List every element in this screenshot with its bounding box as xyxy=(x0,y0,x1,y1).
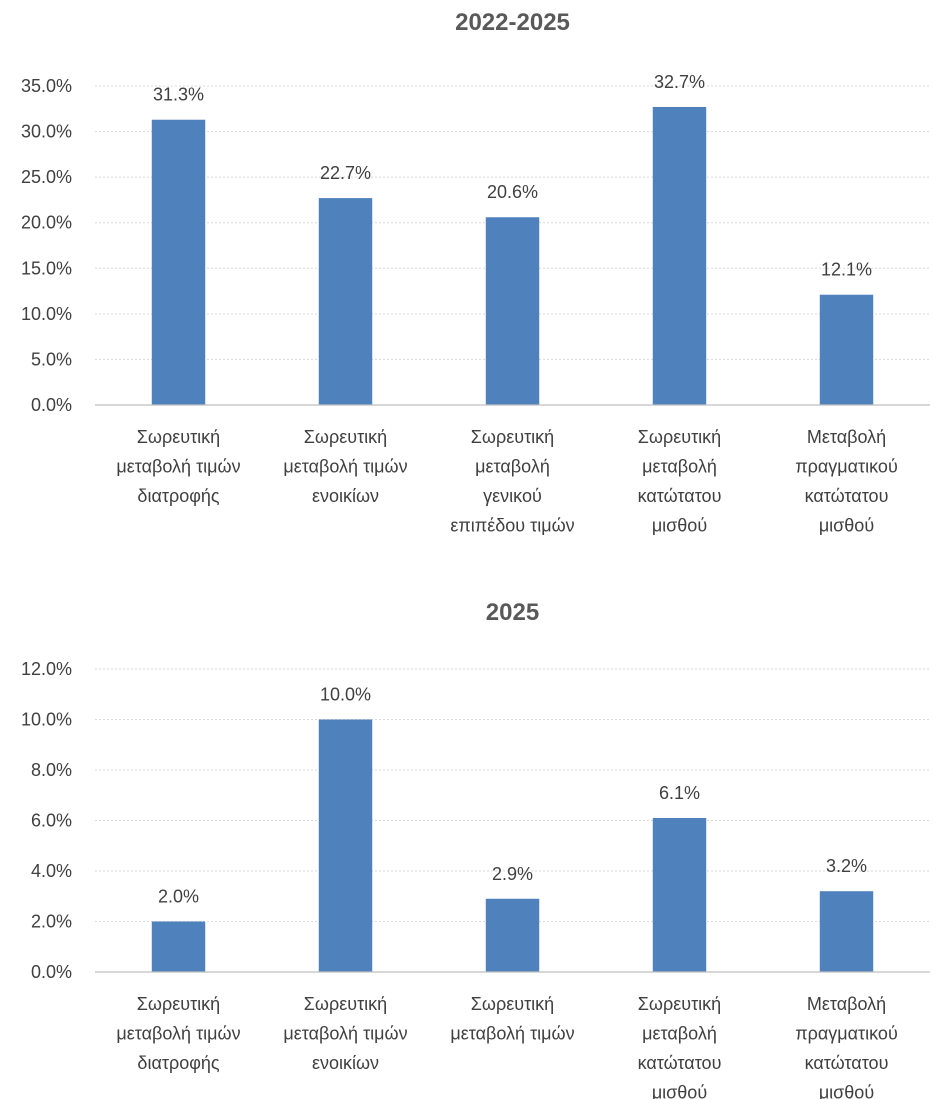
y-tick-label: 30.0% xyxy=(21,122,72,142)
category-label: Σωρευτική μεταβολή τιμών ενοικίων xyxy=(283,427,407,506)
category-label: Σωρευτική μεταβολή γενικού επιπέδου τιμών xyxy=(450,427,574,536)
category-label: Σωρευτική μεταβολή τιμών διατροφής xyxy=(116,994,240,1073)
category-label: Μεταβολή πραγματικού κατώτατου μισθού xyxy=(795,427,898,536)
data-label: 20.6% xyxy=(487,182,538,202)
y-tick-label: 10.0% xyxy=(21,710,72,730)
chart-2025-svg: 2025 0.0% 2.0% 4.0% 6.0% 8.0% 10.0% 12.0% 2.0% Σω… xyxy=(21,599,930,1099)
y-tick-label: 0.0% xyxy=(31,962,72,982)
data-label: 12.1% xyxy=(821,260,872,280)
category-label: Σωρευτική μεταβολή κατώτατου μισθού xyxy=(638,427,722,536)
category-label: Μεταβολή πραγματικού κατώτατου μισθού xyxy=(795,994,898,1099)
data-label: 6.1% xyxy=(659,783,700,803)
category-label: Σωρευτική μεταβολή τιμών διατροφής xyxy=(116,427,240,506)
y-tick-label: 4.0% xyxy=(31,861,72,881)
data-label: 2.9% xyxy=(492,864,533,884)
bar xyxy=(151,119,206,406)
bar xyxy=(652,106,707,405)
category-label: Σωρευτική μεταβολή κατώτατου μισθού xyxy=(638,994,722,1099)
data-label: 2.0% xyxy=(158,887,199,907)
y-tick-label: 12.0% xyxy=(21,659,72,679)
chart-title: 2022-2025 xyxy=(455,9,570,36)
bar xyxy=(485,898,540,972)
y-tick-label: 10.0% xyxy=(21,304,72,324)
chart-2022-2025-svg: 2022-2025 0.0% 5.0% 10.0% 15.0% 20.0% 25.0% 30.… xyxy=(21,9,930,536)
data-label: 10.0% xyxy=(320,685,371,705)
y-tick-label: 5.0% xyxy=(31,349,72,369)
bar xyxy=(318,719,373,972)
y-tick-label: 25.0% xyxy=(21,167,72,187)
data-label: 3.2% xyxy=(826,856,867,876)
y-tick-label: 8.0% xyxy=(31,760,72,780)
data-label: 31.3% xyxy=(153,85,204,105)
category-label: Σωρευτική μεταβολή τιμών ενοικίων xyxy=(283,994,407,1073)
category-label: Σωρευτική μεταβολή τιμών xyxy=(450,994,574,1044)
data-label: 22.7% xyxy=(320,163,371,183)
y-tick-label: 20.0% xyxy=(21,213,72,233)
y-tick-label: 6.0% xyxy=(31,811,72,831)
data-label: 32.7% xyxy=(654,72,705,92)
y-tick-label: 2.0% xyxy=(31,912,72,932)
bar xyxy=(819,891,874,972)
bar xyxy=(318,198,373,405)
bar xyxy=(819,294,874,405)
bar xyxy=(485,217,540,405)
chart-title: 2025 xyxy=(486,599,539,626)
bar xyxy=(151,921,206,972)
y-tick-label: 0.0% xyxy=(31,395,72,415)
chart-2025: 2025 0.0% 2.0% 4.0% 6.0% 8.0% 10.0% 12.0% 2.0% Σω… xyxy=(0,580,939,1099)
bar xyxy=(652,817,707,972)
chart-2022-2025: 2022-2025 0.0% 5.0% 10.0% 15.0% 20.0% 25.0% 30.… xyxy=(21,9,930,536)
y-tick-label: 35.0% xyxy=(21,76,72,96)
y-tick-label: 15.0% xyxy=(21,258,72,278)
